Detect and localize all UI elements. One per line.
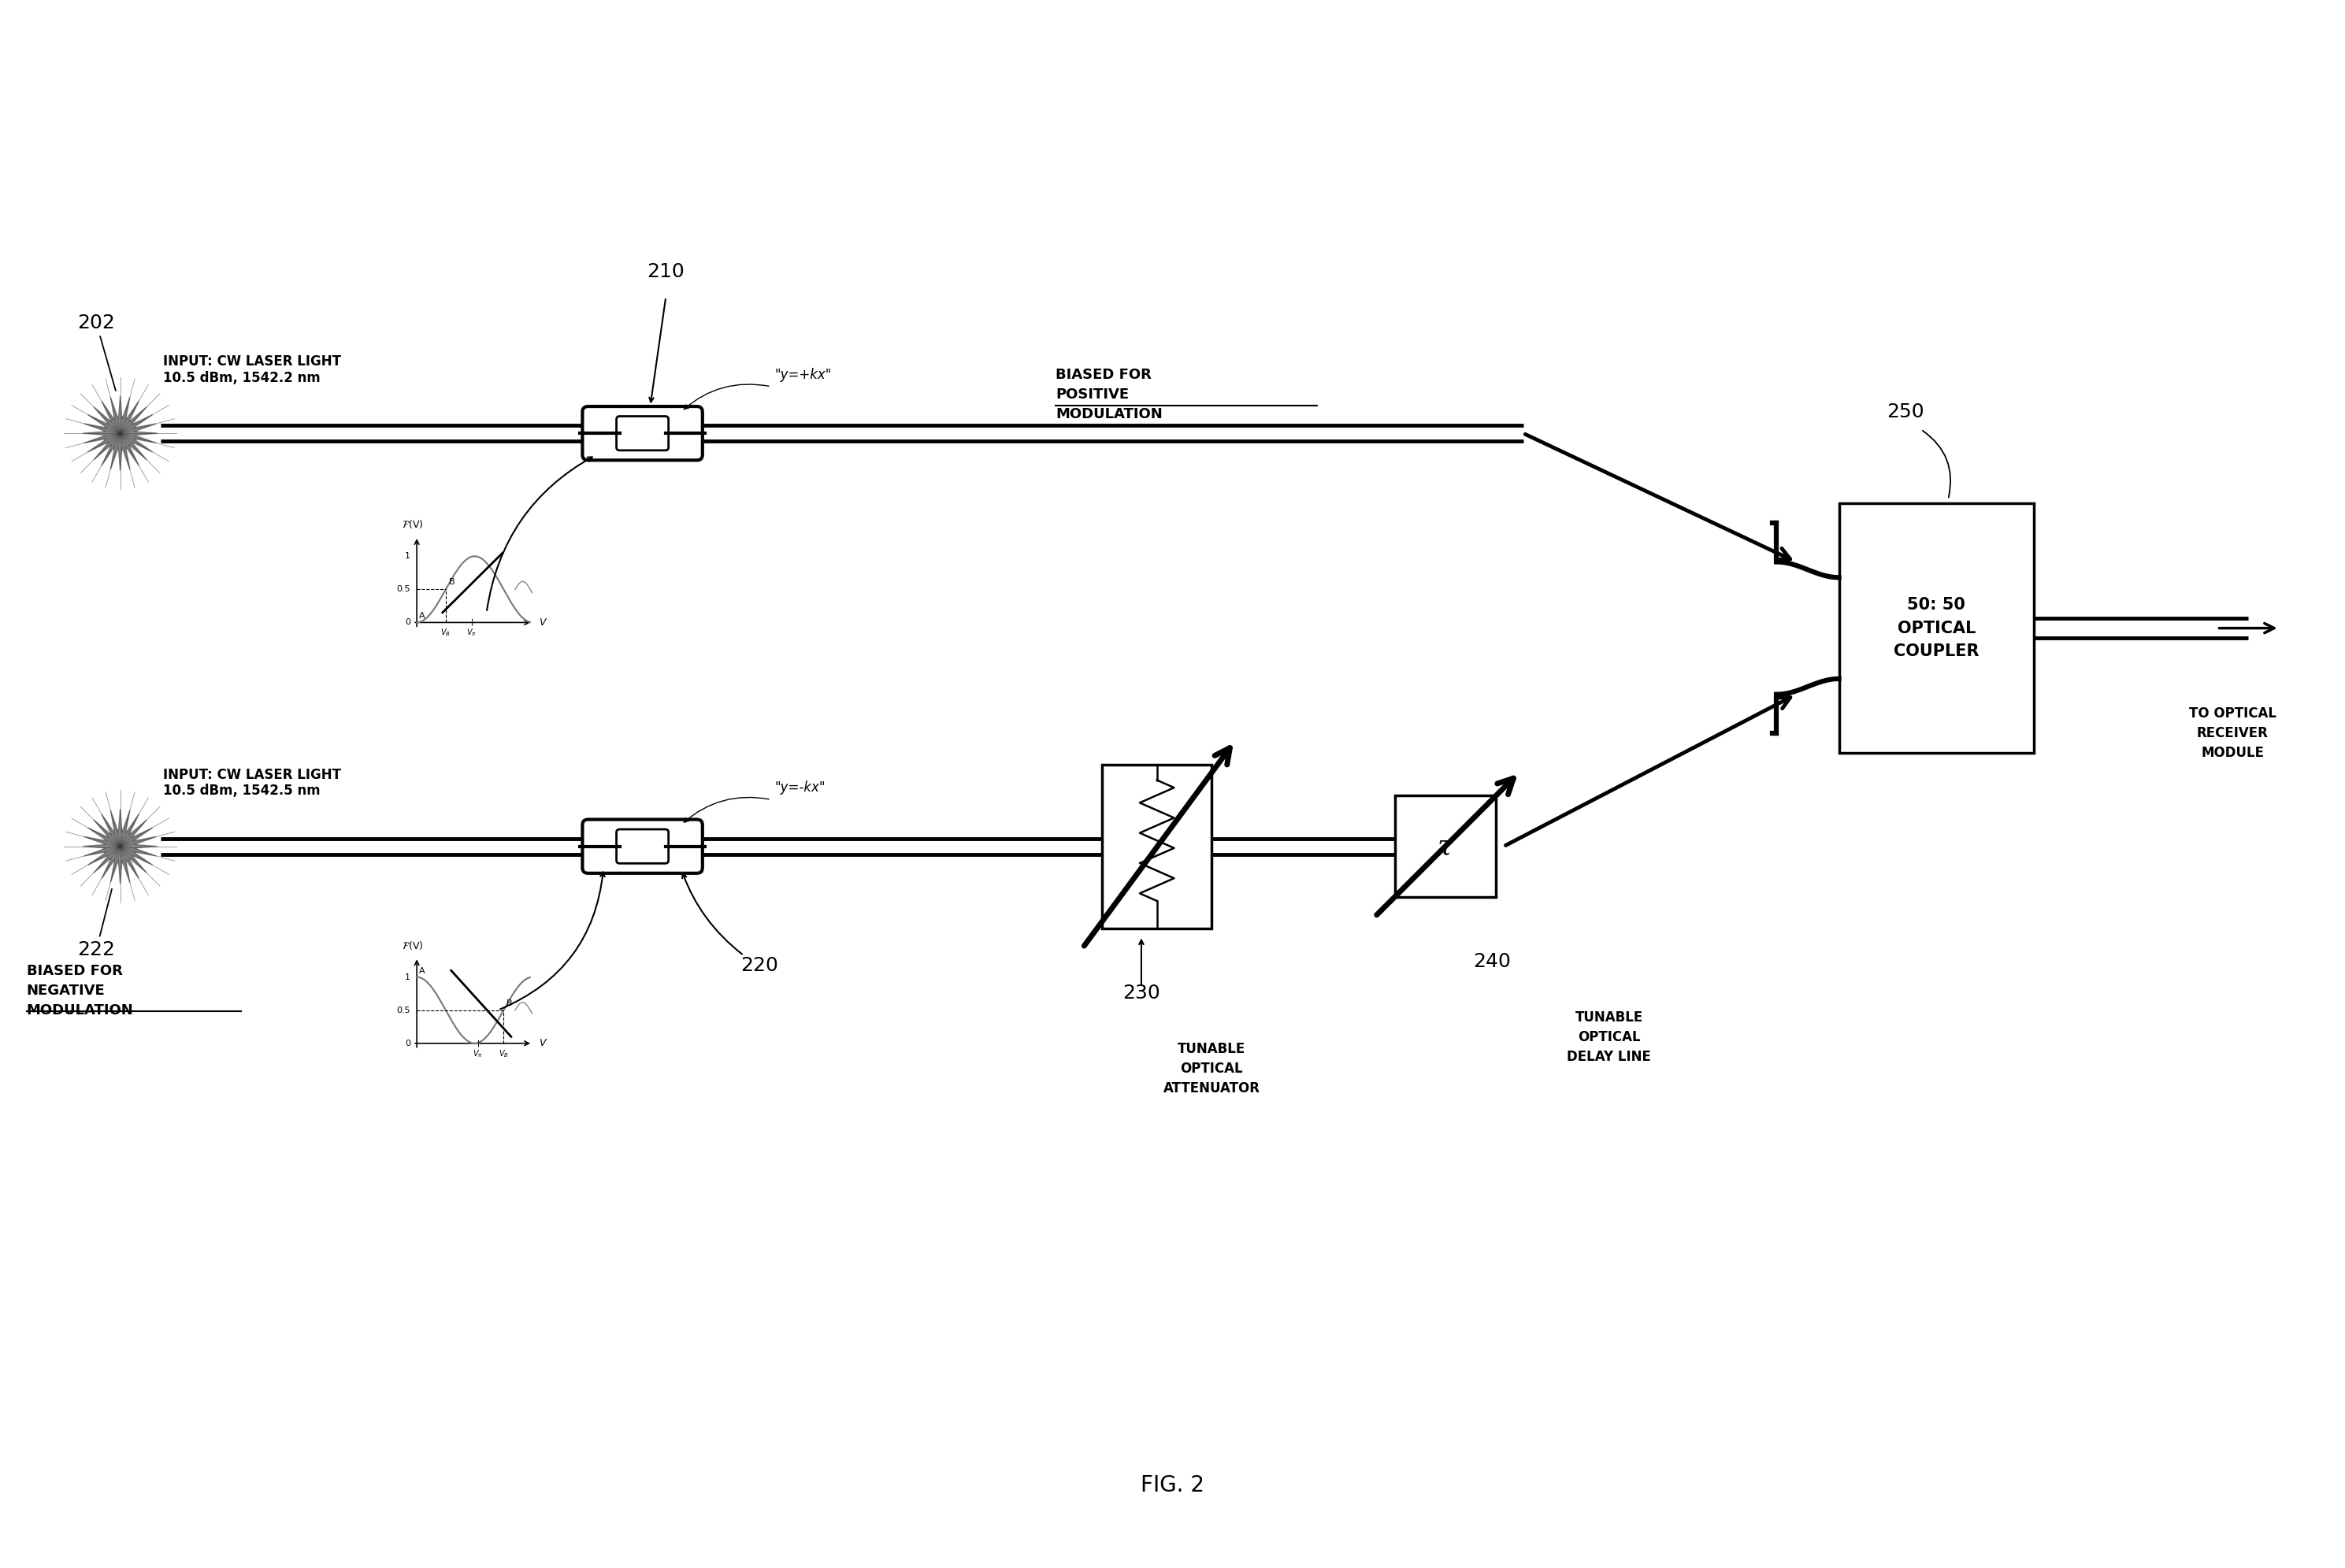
Text: V: V bbox=[539, 618, 546, 627]
Text: "y=+kx": "y=+kx" bbox=[774, 368, 832, 383]
Text: 202: 202 bbox=[77, 314, 115, 390]
Text: BIASED FOR
POSITIVE
MODULATION: BIASED FOR POSITIVE MODULATION bbox=[1055, 367, 1163, 422]
Text: $V_{\pi}$: $V_{\pi}$ bbox=[474, 1047, 483, 1058]
Text: 210: 210 bbox=[647, 262, 685, 281]
Text: 230: 230 bbox=[1123, 983, 1161, 1002]
Text: 222: 222 bbox=[77, 889, 115, 960]
Text: BIASED FOR
NEGATIVE
MODULATION: BIASED FOR NEGATIVE MODULATION bbox=[26, 964, 134, 1018]
Text: A: A bbox=[420, 612, 424, 621]
Text: 240: 240 bbox=[1473, 952, 1510, 971]
Text: $V_{\pi}$: $V_{\pi}$ bbox=[467, 627, 476, 638]
Text: FIG. 2: FIG. 2 bbox=[1140, 1474, 1205, 1496]
Text: TUNABLE
OPTICAL
ATTENUATOR: TUNABLE OPTICAL ATTENUATOR bbox=[1163, 1041, 1259, 1094]
Text: 0: 0 bbox=[406, 1040, 410, 1047]
Text: TUNABLE
OPTICAL
DELAY LINE: TUNABLE OPTICAL DELAY LINE bbox=[1566, 1010, 1651, 1065]
Text: TO OPTICAL
RECEIVER
MODULE: TO OPTICAL RECEIVER MODULE bbox=[2188, 706, 2277, 759]
FancyBboxPatch shape bbox=[617, 829, 668, 864]
Text: 0: 0 bbox=[406, 618, 410, 627]
Text: $\mathcal{F}$(V): $\mathcal{F}$(V) bbox=[401, 939, 424, 950]
Text: 50: 50
OPTICAL
COUPLER: 50: 50 OPTICAL COUPLER bbox=[1895, 597, 1979, 659]
Bar bbox=[1838, 503, 2033, 753]
FancyBboxPatch shape bbox=[582, 406, 704, 459]
FancyBboxPatch shape bbox=[617, 416, 668, 450]
Bar bbox=[1102, 765, 1212, 928]
Text: A: A bbox=[420, 967, 424, 975]
Text: 1: 1 bbox=[406, 974, 410, 982]
Text: 220: 220 bbox=[741, 956, 779, 975]
Text: B: B bbox=[448, 579, 455, 586]
Text: $V_B$: $V_B$ bbox=[499, 1047, 509, 1058]
Bar bbox=[1395, 795, 1496, 897]
Text: 0.5: 0.5 bbox=[396, 1007, 410, 1014]
Text: INPUT: CW LASER LIGHT
10.5 dBm, 1542.5 nm: INPUT: CW LASER LIGHT 10.5 dBm, 1542.5 n… bbox=[164, 767, 340, 798]
Text: B: B bbox=[507, 999, 514, 1007]
Text: τ: τ bbox=[1437, 833, 1454, 859]
Text: $V_B$: $V_B$ bbox=[441, 627, 450, 638]
Polygon shape bbox=[82, 809, 157, 884]
Text: V: V bbox=[539, 1038, 546, 1049]
Text: "y=-kx": "y=-kx" bbox=[774, 781, 825, 795]
Text: INPUT: CW LASER LIGHT
10.5 dBm, 1542.2 nm: INPUT: CW LASER LIGHT 10.5 dBm, 1542.2 n… bbox=[164, 354, 340, 386]
FancyBboxPatch shape bbox=[582, 820, 704, 873]
Text: 250: 250 bbox=[1885, 403, 1923, 422]
Text: $\mathcal{F}$(V): $\mathcal{F}$(V) bbox=[401, 519, 424, 530]
Text: 0.5: 0.5 bbox=[396, 585, 410, 593]
Polygon shape bbox=[82, 395, 157, 470]
Text: 1: 1 bbox=[406, 552, 410, 560]
